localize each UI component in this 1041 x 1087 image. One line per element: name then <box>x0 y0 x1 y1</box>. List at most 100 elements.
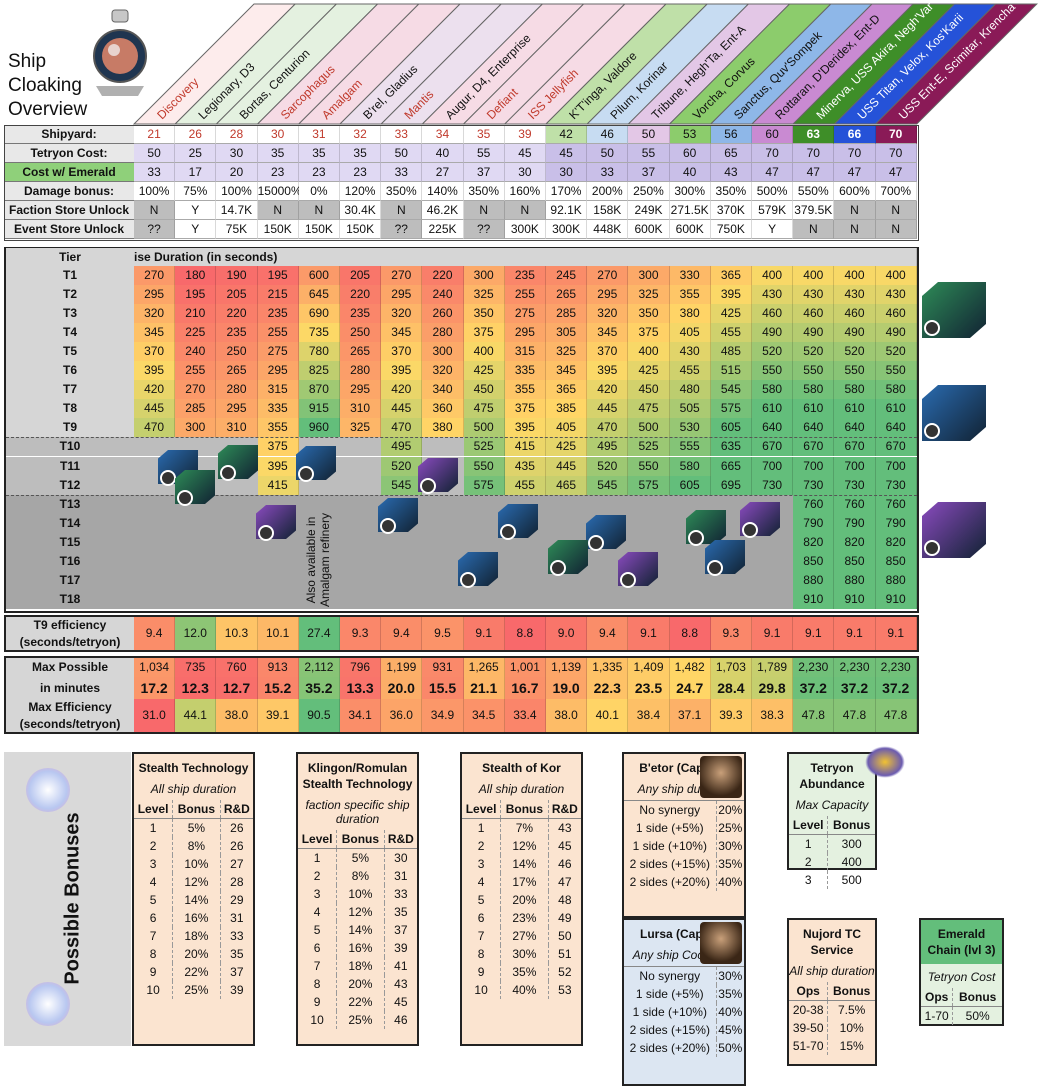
duration-header: ise Duration (in seconds) <box>134 248 917 266</box>
top-row-cell: 28 <box>216 125 258 144</box>
duration-cell: 295 <box>340 380 382 400</box>
panel-cell: 20% <box>336 975 385 993</box>
duration-cell: 850 <box>875 551 917 571</box>
cloak-eye-icon <box>707 560 723 576</box>
panel-cell: 14% <box>500 855 549 873</box>
duration-cell: 700 <box>793 456 835 476</box>
top-row-cell: Y <box>175 220 217 239</box>
duration-cell: 600 <box>298 266 340 286</box>
stat-cell: 1,409 <box>628 658 670 677</box>
tier-divider <box>6 437 917 439</box>
duration-cell: 205 <box>340 266 382 286</box>
duration-cell: 470 <box>134 418 176 438</box>
stat-cell: 9.3 <box>340 617 382 650</box>
stat-cell: 34.1 <box>340 699 382 732</box>
stat-cell: 40.1 <box>587 699 629 732</box>
duration-cell: 470 <box>381 418 423 438</box>
duration-cell: 255 <box>257 323 299 343</box>
top-row-cell: N <box>134 201 176 220</box>
panel-tetryon: Tetryon Abundance Max Capacity Level Bonus 1… <box>787 752 877 889</box>
panel-cell: 30 <box>383 848 417 867</box>
row-label-text: T7 <box>62 382 77 397</box>
panel-cell: 40% <box>715 1003 744 1021</box>
duration-cell: 550 <box>752 361 794 381</box>
stat-cell: 9.1 <box>463 617 505 650</box>
duration-cell: 425 <box>546 437 588 457</box>
panel-cell: 1 side (+10%) <box>632 1005 707 1019</box>
duration-cell: 460 <box>875 304 917 324</box>
tier-label: T11 <box>6 456 134 476</box>
stat-cell: 34.9 <box>422 699 464 732</box>
duration-cell: 320 <box>134 304 176 324</box>
duration-cell: 355 <box>257 418 299 438</box>
top-row-cell: 600K <box>669 220 711 239</box>
duration-cell: 525 <box>628 437 670 457</box>
duration-cell: 670 <box>752 437 794 457</box>
panel-cell: 3 <box>477 857 485 871</box>
stat-cell: 37.1 <box>669 699 711 732</box>
duration-cell: 395 <box>381 361 423 381</box>
duration-cell: 550 <box>793 361 835 381</box>
panel-cell: 10 <box>310 1013 324 1027</box>
duration-cell: 760 <box>793 494 835 514</box>
stat-cell: 38.0 <box>216 699 258 732</box>
duration-cell: 430 <box>875 285 917 305</box>
duration-cell: 760 <box>834 494 876 514</box>
top-row-cell: 50 <box>381 144 423 163</box>
row-label-text: T8 <box>62 401 77 416</box>
panel-col-header: Bonus <box>827 982 875 1001</box>
row-label: Faction Store Unlock <box>4 201 134 220</box>
duration-cell: 670 <box>875 437 917 457</box>
duration-cell: 215 <box>257 285 299 305</box>
duration-cell: 515 <box>710 361 752 381</box>
duration-cell: 545 <box>587 475 629 495</box>
top-row-cell: 14.7K <box>216 201 258 220</box>
tier-label: T4 <box>6 323 134 343</box>
panel-table: Level Bonus R&D 1 7% 43 2 12% 45 3 14% 46 4 17% 47 5 20%… <box>462 800 581 999</box>
row-label-text: T17 <box>59 572 81 587</box>
amalgam-note-line: Also available in <box>303 516 318 604</box>
duration-cell: 220 <box>340 285 382 305</box>
duration-cell: 325 <box>546 342 588 362</box>
panel-cell: 9 <box>477 965 485 979</box>
top-row-cell: 249K <box>628 201 670 220</box>
duration-cell: 430 <box>834 285 876 305</box>
duration-cell: 295 <box>504 323 546 343</box>
duration-cell: 350 <box>628 304 670 324</box>
duration-cell: 365 <box>546 380 588 400</box>
panel-cell: 35 <box>383 903 417 921</box>
duration-cell: 490 <box>834 323 876 343</box>
top-row-cell: 600K <box>628 220 670 239</box>
stat-cell: 10.3 <box>216 617 258 650</box>
panel-cell: 9 <box>313 995 321 1009</box>
top-row-cell: N <box>504 201 546 220</box>
panel-cell: No synergy <box>639 969 701 983</box>
panel-cell: 51-70 <box>792 1039 824 1053</box>
panel-col-header: Bonus <box>336 830 385 849</box>
top-row-cell: 63 <box>793 125 835 144</box>
duration-cell: 325 <box>463 285 505 305</box>
row-label-text: Max Possible <box>31 660 109 674</box>
top-row-cell: 15000% <box>257 182 302 201</box>
tier-divider <box>6 494 917 496</box>
top-row-cell: 350% <box>381 182 423 201</box>
stat-label: Max Possible <box>6 658 134 677</box>
stat-cell: 9.4 <box>587 617 629 650</box>
duration-cell: 425 <box>628 361 670 381</box>
duration-cell: 545 <box>710 380 752 400</box>
duration-cell: 365 <box>710 266 752 286</box>
stat-cell: 15.5 <box>422 677 464 699</box>
top-row-cell: 92.1K <box>546 201 588 220</box>
duration-cell: 335 <box>504 361 546 381</box>
row-label-text: (seconds/tetryon) <box>19 716 121 731</box>
top-row-cell: 56 <box>710 125 752 144</box>
top-row-cell: 30 <box>257 125 299 144</box>
duration-cell: 345 <box>381 323 423 343</box>
row-label-text: T14 <box>59 515 81 530</box>
panel-col-header: R&D <box>219 800 253 819</box>
cloaking-device-icon <box>93 9 147 96</box>
duration-cell: 575 <box>628 475 670 495</box>
duration-cell: 520 <box>834 342 876 362</box>
panel-cell: 1 side (+10%) <box>632 839 707 853</box>
panel-col-header: Bonus <box>500 800 549 819</box>
